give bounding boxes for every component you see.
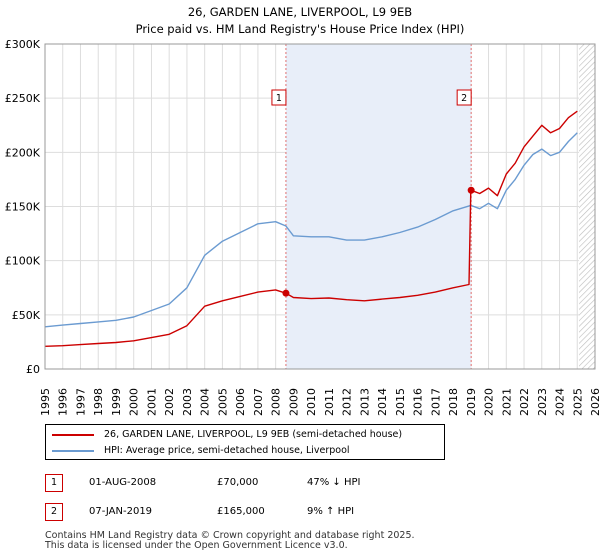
sale-label: 1 — [276, 93, 282, 104]
footer-line-1: Contains HM Land Registry data © Crown c… — [45, 530, 415, 541]
price-chart: 26, GARDEN LANE, LIVERPOOL, L9 9EB Price… — [5, 5, 600, 416]
x-tick-label: 2014 — [376, 388, 389, 416]
x-tick-label: 1997 — [74, 388, 87, 416]
transaction-date: 01-AUG-2008 — [89, 477, 157, 488]
footer-line-2: This data is licensed under the Open Gov… — [45, 540, 348, 551]
y-tick-label: £150K — [5, 201, 41, 214]
x-tick-label: 1995 — [39, 388, 52, 416]
x-tick-label: 2007 — [252, 388, 265, 416]
forecast-hatch — [579, 44, 595, 369]
x-tick-label: 2008 — [270, 388, 283, 416]
legend-swatch-property — [52, 433, 94, 436]
transaction-hpi-change: 47% ↓ HPI — [307, 477, 361, 488]
x-tick-label: 1999 — [110, 388, 123, 416]
x-tick-label: 2009 — [287, 388, 300, 416]
x-tick-label: 2006 — [234, 388, 247, 416]
x-tick-label: 2017 — [429, 388, 442, 416]
x-tick-label: 2002 — [163, 388, 176, 416]
x-tick-label: 2013 — [358, 388, 371, 416]
y-tick-label: £300K — [5, 38, 41, 51]
sale-point — [282, 289, 290, 297]
x-tick-label: 2011 — [323, 388, 336, 416]
x-tick-label: 2019 — [465, 388, 478, 416]
x-tick-label: 2024 — [554, 388, 567, 416]
legend-swatch-hpi — [52, 449, 94, 452]
x-tick-label: 1996 — [57, 388, 70, 416]
y-tick-label: £50K — [12, 309, 41, 322]
legend-item-hpi: HPI: Average price, semi-detached house,… — [52, 443, 350, 459]
x-tick-label: 2010 — [305, 388, 318, 416]
x-tick-label: 2001 — [145, 388, 158, 416]
y-tick-label: £0 — [26, 363, 40, 376]
x-tick-label: 2004 — [199, 388, 212, 416]
chart-subtitle: Price paid vs. HM Land Registry's House … — [136, 22, 465, 36]
y-tick-label: £100K — [5, 255, 41, 268]
x-tick-label: 2020 — [483, 388, 496, 416]
chart-legend: 26, GARDEN LANE, LIVERPOOL, L9 9EB (semi… — [45, 424, 445, 460]
x-tick-label: 2018 — [447, 388, 460, 416]
sale-point — [467, 186, 475, 194]
transaction-number-badge: 2 — [45, 503, 63, 521]
x-tick-label: 2000 — [128, 388, 141, 416]
x-tick-label: 2012 — [341, 388, 354, 416]
legend-item-property: 26, GARDEN LANE, LIVERPOOL, L9 9EB (semi… — [52, 427, 402, 443]
x-tick-label: 2016 — [412, 388, 425, 416]
x-tick-label: 2023 — [536, 388, 549, 416]
transaction-hpi-change: 9% ↑ HPI — [307, 506, 355, 517]
x-tick-label: 2026 — [589, 388, 600, 416]
x-tick-label: 2015 — [394, 388, 407, 416]
x-tick-label: 2005 — [216, 388, 229, 416]
x-tick-label: 2022 — [518, 388, 531, 416]
sale-label-box — [271, 89, 287, 106]
legend-label-hpi: HPI: Average price, semi-detached house,… — [104, 445, 350, 456]
hpi-line — [44, 132, 578, 328]
x-tick-label: 2025 — [571, 388, 584, 416]
legend-label-property: 26, GARDEN LANE, LIVERPOOL, L9 9EB (semi… — [104, 429, 403, 440]
footer-attribution: Contains HM Land Registry data © Crown c… — [45, 531, 415, 551]
sale-label-box — [456, 89, 472, 106]
between-sales-shade — [285, 44, 472, 369]
x-tick-label: 2021 — [500, 388, 513, 416]
sale-label: 2 — [461, 93, 467, 104]
y-tick-label: £200K — [5, 146, 41, 159]
plot-frame — [44, 43, 596, 370]
transaction-date: 07-JAN-2019 — [89, 506, 153, 517]
transaction-price: £70,000 — [217, 477, 259, 488]
y-tick-label: £250K — [5, 92, 41, 105]
chart-title: 26, GARDEN LANE, LIVERPOOL, L9 9EB — [188, 5, 412, 19]
x-tick-label: 2003 — [181, 388, 194, 416]
transaction-price: £165,000 — [217, 506, 265, 517]
property-price-line — [44, 110, 578, 347]
transaction-number-badge: 1 — [45, 474, 63, 492]
x-tick-label: 1998 — [92, 388, 105, 416]
